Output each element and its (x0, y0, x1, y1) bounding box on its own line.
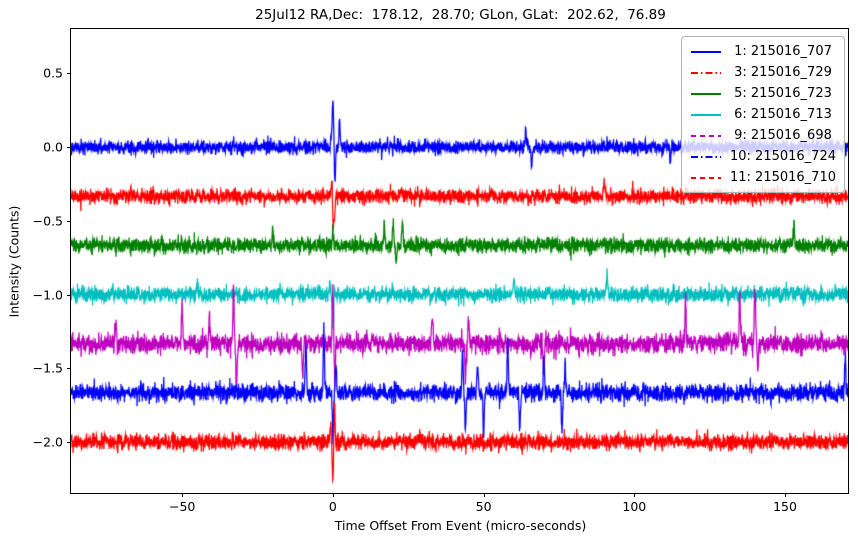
y-tick-label: −2.0 (32, 434, 63, 450)
legend-entry: 11: 215016_710 (691, 167, 836, 188)
x-tick-label: 100 (622, 499, 647, 514)
legend-line-sample-icon (691, 92, 721, 95)
legend-entry: 1: 215016_707 (691, 41, 836, 62)
y-axis-label: Intensity (Counts) (6, 205, 22, 318)
legend-line-sample-icon (691, 155, 721, 158)
legend-label: 6: 215016_713 (730, 107, 832, 122)
y-tick-label: −0.5 (32, 213, 63, 229)
y-tick-label: −1.5 (32, 360, 63, 376)
legend-label: 11: 215016_710 (730, 170, 836, 185)
legend-line-sample-icon (691, 71, 721, 74)
y-tick-mark (67, 147, 71, 149)
y-tick-label: −1.0 (32, 287, 63, 303)
legend-entry: 9: 215016_698 (691, 125, 836, 146)
x-tick-mark (182, 493, 184, 497)
x-tick-mark (785, 493, 786, 497)
x-axis-label: Time Offset From Event (micro-seconds) (334, 518, 587, 533)
y-tick-label: 0.5 (43, 65, 63, 81)
x-tick-label: 50 (475, 499, 492, 514)
y-tick-label: 0.0 (43, 139, 63, 155)
x-tick-label: 0 (328, 499, 337, 514)
legend-label: 10: 215016_724 (730, 149, 836, 164)
legend-label: 5: 215016_723 (730, 86, 832, 101)
y-tick-mark (67, 220, 71, 222)
x-tick-mark (332, 493, 334, 497)
y-tick-mark (67, 441, 71, 443)
legend-entry: 3: 215016_729 (691, 62, 836, 83)
plot-title: 25Jul12 RA,Dec: 178.12, 28.70; GLon, GLa… (255, 7, 666, 23)
legend: 1: 215016_707 3: 215016_729 5: 215016_72… (681, 36, 845, 193)
legend-entry: 10: 215016_724 (691, 146, 836, 167)
legend-line-sample-icon (691, 113, 721, 116)
legend-label: 3: 215016_729 (730, 65, 832, 80)
x-tick-mark (483, 493, 485, 497)
legend-line-sample-icon (691, 176, 721, 179)
x-tick-label: −50 (169, 499, 196, 514)
y-tick-mark (67, 73, 71, 75)
legend-label: 9: 215016_698 (730, 128, 832, 143)
y-tick-mark (67, 294, 71, 296)
legend-entry: 5: 215016_723 (691, 83, 836, 104)
legend-entry: 6: 215016_713 (691, 104, 836, 125)
legend-line-sample-icon (691, 50, 721, 53)
x-tick-mark (634, 493, 636, 497)
y-tick-mark (67, 368, 71, 370)
legend-line-sample-icon (691, 134, 721, 137)
x-tick-label: 150 (773, 499, 797, 514)
legend-label: 1: 215016_707 (730, 44, 832, 59)
